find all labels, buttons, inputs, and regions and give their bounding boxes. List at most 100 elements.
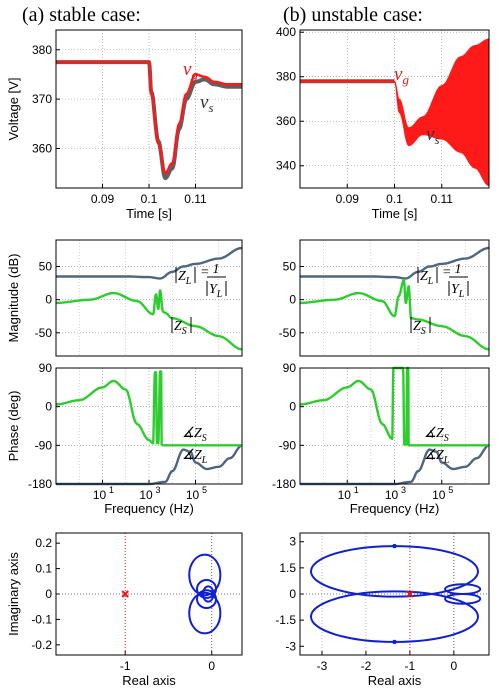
x-tick-label: 10 [432,488,446,502]
zs-mag-label: ZS [413,319,426,337]
angle-symbol: ∡ [424,448,437,463]
zs-phase-label: ZS [194,426,207,444]
vg-label: vg [394,64,409,87]
vs-label-base: v [426,124,435,145]
vg-label: vg [183,59,198,82]
y-tick-label: -90 [35,438,53,452]
vg-label-base: v [183,59,192,80]
zs-phase-label-sub: S [444,433,449,444]
zl-mag-label-base: Z [420,269,428,284]
series-zs-line [299,278,490,351]
zl-phase-label: ZL [194,448,208,466]
y-tick-label: 1.5 [279,561,296,575]
series-zl-line [56,246,243,280]
y-tick-label: 340 [276,159,296,173]
one-label: 1 [213,262,220,277]
nyquist-loop [188,591,222,635]
angle-symbol: ∡ [182,448,195,463]
y-tick-label: -3 [285,639,296,653]
y-tick-label: -180 [272,477,296,491]
x-tick-exponent: 1 [354,485,359,495]
vg-label-sub: g [402,72,409,87]
vs-label: vs [200,92,214,115]
yl-mag-label-base: Y [209,282,219,297]
zl-mag-label-sub: L [185,276,192,287]
equals-sign: = [200,265,209,280]
y-tick-label: 0 [289,293,296,307]
zs-phase-label: ZS [436,426,449,444]
x-tick-label: 0.09 [336,192,360,206]
y-tick-label: 360 [276,114,296,128]
x-tick-label: 0 [450,659,457,673]
x-axis-label: Real axis [122,673,176,688]
y-tick-label: 370 [32,92,52,106]
y-axis-label: Voltage [V] [6,78,21,141]
column-title-b: (b) unstable case: [283,4,423,26]
voltage-b-frame [299,29,490,189]
y-axis-label: Magnitude (dB) [6,254,21,343]
y-tick-label: 50 [39,260,53,274]
zs-mag-label-sub: S [421,326,426,337]
zs-mag-label-base: Z [413,319,421,334]
y-tick-label: 90 [39,361,53,375]
x-tick-label: 0 [208,659,215,673]
y-tick-label: 50 [283,260,297,274]
y-tick-label: 400 [276,25,296,39]
x-tick-label: 0.11 [184,192,207,206]
series-zs-line [55,370,242,447]
zs-mag-label: ZS [174,319,187,337]
vg-label-base: v [394,64,403,85]
y-tick-label: 90 [283,361,297,375]
zl-mag-label: ZL [178,269,192,287]
vs-label-sub: s [434,132,439,147]
zl-phase-label: ZL [436,448,450,466]
y-tick-label: 0.1 [35,562,52,576]
zl-phase-label-sub: L [443,455,450,466]
x-axis-label: Frequency (Hz) [104,501,194,516]
nyquist-loop [196,589,218,609]
critical-point-marker [121,590,129,598]
x-tick-label: 0.1 [386,192,403,206]
x-tick-label: 0.1 [141,192,158,206]
y-tick-label: 0 [45,400,52,414]
y-tick-label: 360 [32,142,52,156]
y-axis-label: Imaginary axis [6,552,21,636]
x-tick-label: 10 [338,488,352,502]
x-tick-label: -1 [120,659,131,673]
y-tick-label: 0 [45,293,52,307]
critical-point-marker [406,590,414,598]
zs-mag-label-base: Z [174,319,182,334]
phase-a-frame [55,367,243,485]
y-tick-label: 0 [45,587,52,601]
y-tick-label: -90 [279,438,297,452]
x-tick-exponent: 5 [448,485,453,495]
yl-mag-label-sub: L [458,289,465,300]
y-tick-label: -180 [28,477,52,491]
nyquist-loop [309,545,480,598]
nyquist-loop [188,553,222,597]
zl-mag-label-sub: L [427,276,434,287]
zl-mag-label-base: Z [178,269,186,284]
series-zl-line [56,444,243,486]
series-zs-line [55,289,243,351]
x-tick-label: 10 [186,488,200,502]
y-tick-label: 3 [289,535,296,549]
y-tick-label: -1.5 [275,613,296,627]
x-tick-label: -1 [405,659,416,673]
magnitude-b-frame [299,239,490,357]
one-label: 1 [455,262,462,277]
nyquist-loop [309,590,480,643]
yl-mag-label: YL [451,282,465,300]
x-tick-label: 0.09 [91,192,115,206]
x-tick-label: -3 [317,659,328,673]
vg-label-sub: g [191,67,198,82]
yl-mag-label: YL [209,282,223,300]
angle-symbol: ∡ [182,426,195,441]
zs-phase-label-base: Z [436,426,444,441]
x-axis-label: Real axis [368,673,422,688]
vs-label-base: v [200,92,209,113]
x-tick-label: 10 [385,488,399,502]
nyquist-a-frame [55,532,243,656]
y-tick-label: 380 [32,43,52,57]
